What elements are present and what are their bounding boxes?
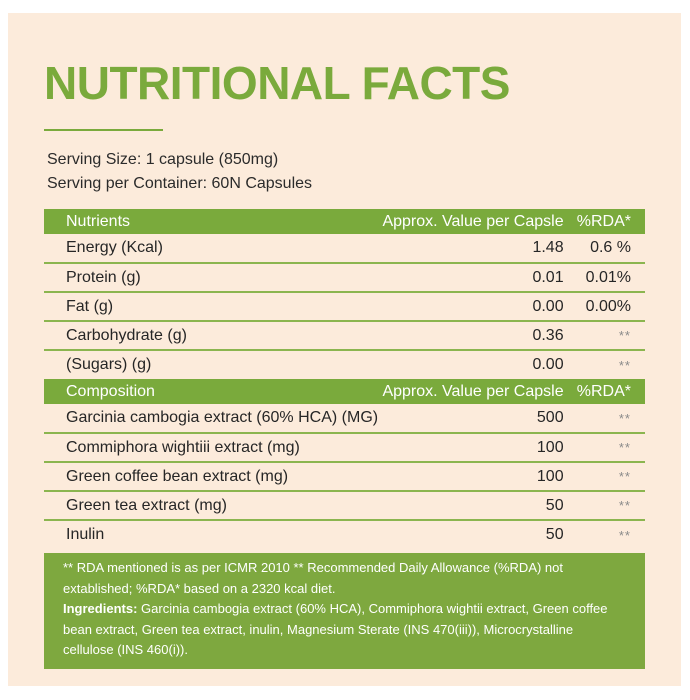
composition-rda: ** [618,527,631,543]
rda-note: ** RDA mentioned is as per ICMR 2010 ** … [63,560,563,596]
nutrient-value: 0.00 [532,356,564,373]
composition-header-row: Composition Approx. Value per Capsle %RD… [44,379,645,404]
composition-rda: ** [618,469,631,484]
nutrients-header-rda: %RDA* [576,212,631,230]
table-row: Carbohydrate (g) 0.36 ** [44,321,645,350]
serving-size: Serving Size: 1 capsule (850mg) [47,151,279,168]
composition-header-rda: %RDA* [576,382,631,400]
nutrients-header-name: Nutrients [66,212,131,230]
nutrient-rda: ** [618,357,631,373]
composition-value: 100 [536,438,564,456]
composition-name: Garcinia cambogia extract (60% HCA) (MG) [66,409,379,426]
table-row: Inulin 50 ** [44,520,645,549]
composition-value: 50 [545,496,564,514]
footer-notes: ** RDA mentioned is as per ICMR 2010 ** … [44,553,645,669]
nutrient-name: Carbohydrate (g) [66,326,187,344]
nutrient-value: 1.48 [532,239,564,256]
table-row: Fat (g) 0.00 0.00% [44,292,645,321]
nutrient-value: 0.01 [532,268,564,286]
nutrient-name: Energy (Kcal) [66,239,163,256]
ingredients-label: Ingredients: [63,601,138,616]
composition-value: 50 [545,526,564,543]
serving-per-container: Serving per Container: 60N Capsules [47,175,313,192]
nutrition-facts-table: Nutrients Approx. Value per Capsle %RDA*… [44,209,645,549]
nutrient-name: (Sugars) (g) [66,356,152,373]
nutrients-header-value: Approx. Value per Capsle [382,212,564,230]
composition-value: 100 [536,467,564,485]
composition-rda: ** [618,410,631,426]
serving-info: Serving Size: 1 capsule (850mg) Serving … [47,148,312,196]
nutrient-value: 0.00 [532,297,564,315]
composition-name: Green tea extract (mg) [66,496,227,514]
nutrient-name: Protein (g) [66,268,141,286]
ingredients-note: Ingredients: Garcinia cambogia extract (… [63,599,627,661]
table-row: (Sugars) (g) 0.00 ** [44,350,645,379]
nutrient-value: 0.36 [532,326,564,344]
composition-name: Green coffee bean extract (mg) [66,467,289,485]
table-row: Protein (g) 0.01 0.01% [44,263,645,292]
table-row: Garcinia cambogia extract (60% HCA) (MG)… [44,404,645,433]
composition-value: 500 [536,409,564,426]
nutrient-rda: 0.00% [585,297,631,315]
table-row: Green tea extract (mg) 50 ** [44,491,645,520]
composition-rda: ** [618,498,631,513]
ingredients-text: Garcinia cambogia extract (60% HCA), Com… [63,601,608,657]
composition-name: Commiphora wightiii extract (mg) [66,438,300,456]
composition-name: Inulin [66,526,105,543]
page-title: NUTRITIONAL FACTS [44,57,510,109]
table-row: Commiphora wightiii extract (mg) 100 ** [44,433,645,462]
composition-header-value: Approx. Value per Capsle [382,382,564,400]
table-row: Green coffee bean extract (mg) 100 ** [44,462,645,491]
nutrient-name: Fat (g) [66,297,114,315]
composition-rda: ** [618,440,631,455]
nutrient-rda: 0.6 % [590,239,631,256]
nutrient-rda: 0.01% [585,268,631,286]
title-underline [44,129,163,131]
nutrients-header-row: Nutrients Approx. Value per Capsle %RDA* [44,209,645,234]
composition-header-name: Composition [66,382,155,400]
table-row: Energy (Kcal) 1.48 0.6 % [44,234,645,263]
nutrient-rda: ** [618,328,631,343]
